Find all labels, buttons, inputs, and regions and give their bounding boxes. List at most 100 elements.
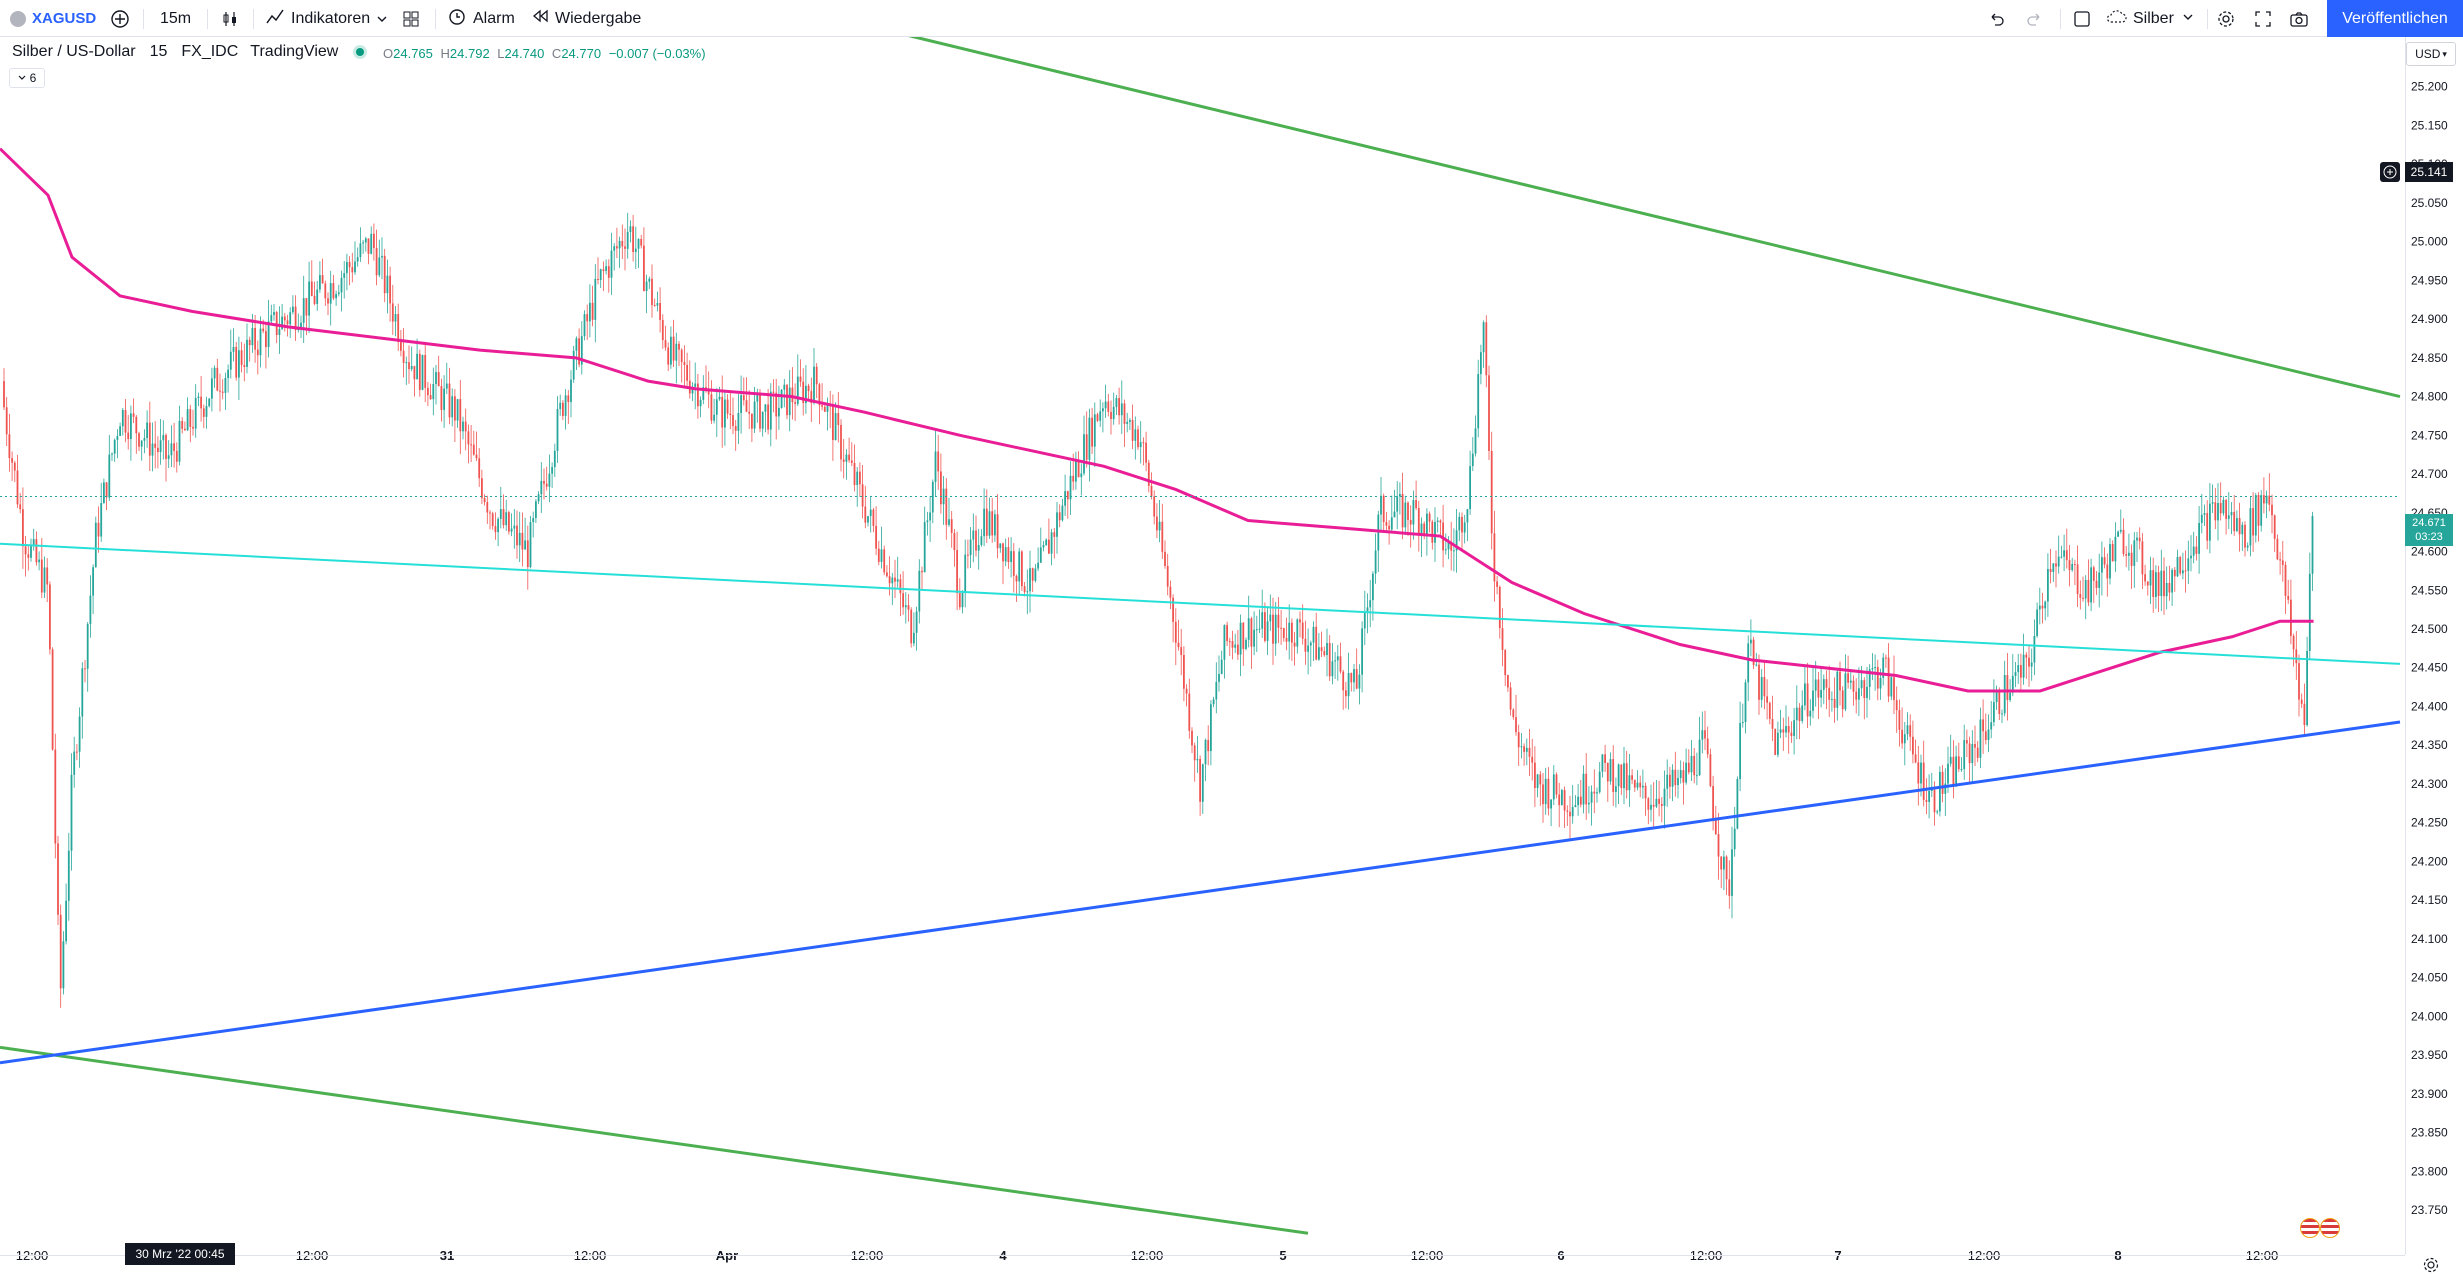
candle-body [1498, 586, 1501, 629]
candle-body [683, 362, 686, 365]
price-tick-label: 24.150 [2411, 893, 2448, 907]
candle-body [1061, 505, 1064, 521]
alert-label: Alarm [473, 9, 515, 27]
redo-icon[interactable] [2026, 0, 2044, 37]
candle-body [124, 410, 127, 433]
alert-button[interactable]: Alarm [447, 0, 515, 37]
candle-body [1615, 786, 1617, 793]
candle-body [964, 554, 967, 594]
candle-body [1247, 618, 1250, 640]
candle-body [205, 406, 208, 417]
trendline-blue[interactable] [0, 720, 2401, 1065]
legend-collapse-button[interactable]: 6 [9, 68, 45, 88]
candle-body [2114, 536, 2117, 562]
candle-body [915, 611, 918, 633]
replay-button[interactable]: Wiedergabe [531, 0, 641, 37]
candle-body [397, 314, 400, 343]
candle-body [2276, 538, 2279, 560]
price-tick-label: 24.350 [2411, 738, 2448, 752]
candle-body [1237, 644, 1239, 655]
candle-body [2298, 663, 2300, 700]
candle-body [2106, 564, 2109, 579]
candle-body [1520, 746, 1523, 748]
candle-body [1139, 442, 1142, 448]
candle-body [813, 366, 815, 404]
crosshair-add-icon[interactable] [2380, 162, 2400, 182]
close-key: C [551, 46, 562, 61]
candle-body [1741, 722, 1744, 724]
candle-body [1768, 702, 1771, 719]
candle-body [570, 379, 572, 402]
candle-body [1782, 729, 1785, 733]
candles-style-icon[interactable] [220, 0, 240, 37]
flags-icon[interactable] [2300, 1216, 2342, 1238]
candle-body [1112, 406, 1115, 420]
chevron-down-icon [18, 75, 26, 80]
ma-line[interactable] [0, 147, 2314, 693]
chart-legend[interactable]: Silber / US-Dollar 15 FX_IDC TradingView [12, 43, 365, 61]
candle-body [1444, 549, 1447, 551]
publish-button[interactable]: Veröffentlichen [2327, 0, 2463, 37]
layout-menu[interactable]: Silber [2105, 0, 2194, 37]
indicators-icon [265, 7, 285, 30]
trendline-green[interactable] [0, 1045, 1309, 1235]
templates-grid-icon[interactable] [402, 0, 420, 37]
candle-body [602, 269, 605, 271]
candle-body [86, 624, 89, 669]
candle-body [427, 387, 429, 396]
candle-body [1763, 677, 1766, 697]
candle-body [902, 593, 904, 608]
fullscreen-square-icon[interactable] [2073, 0, 2091, 37]
candle-body [2087, 579, 2090, 603]
candle-body [1261, 612, 1264, 629]
candle-body [1690, 755, 1693, 773]
candle-body [1350, 673, 1353, 683]
candle-body [251, 327, 254, 346]
trendline-cyan[interactable] [0, 542, 2401, 665]
candle-body [186, 409, 189, 431]
candle-body [815, 366, 818, 385]
undo-icon[interactable] [1987, 0, 2005, 37]
candle-body [1002, 543, 1004, 562]
candle-body [1431, 521, 1434, 543]
candle-body [675, 343, 678, 361]
candle-body [2130, 552, 2133, 566]
candle-body [732, 414, 734, 427]
candle-body [2238, 518, 2241, 535]
candle-body [991, 511, 994, 536]
trendline-green[interactable] [863, 23, 2401, 399]
candle-body [680, 349, 683, 363]
candle-body [2128, 552, 2130, 556]
candle-body [586, 314, 589, 322]
candle-body [656, 303, 659, 306]
candle-body [950, 519, 953, 533]
candle-body [1015, 575, 1018, 582]
candle-body [2060, 556, 2063, 558]
candle-body [2146, 581, 2149, 586]
indicators-button[interactable]: Indikatoren [265, 0, 370, 37]
symbol-search[interactable]: XAGUSD [10, 0, 96, 37]
candle-body [1517, 732, 1520, 748]
chevron-down-icon[interactable] [376, 0, 388, 37]
candle-body [332, 283, 335, 299]
candle-body [826, 403, 829, 412]
settings-gear-icon[interactable] [2216, 0, 2236, 37]
candle-body [1115, 398, 1118, 407]
candle-body [362, 242, 364, 244]
interval-button[interactable]: 15m [160, 0, 191, 37]
compare-add-icon[interactable] [110, 0, 130, 37]
candle-body [167, 455, 170, 459]
candle-body [996, 514, 999, 549]
fullscreen-icon[interactable] [2254, 0, 2272, 37]
candle-body [1901, 729, 1903, 744]
candle-body [413, 366, 416, 380]
candle-body [146, 422, 148, 439]
candle-body [1147, 462, 1150, 486]
currency-selector[interactable]: USD ▾ [2406, 42, 2456, 66]
camera-icon[interactable] [2289, 0, 2309, 37]
candle-body [76, 751, 78, 753]
candle-body [2281, 560, 2284, 565]
axis-settings-gear-icon[interactable] [2422, 1256, 2440, 1274]
candle-body [2284, 564, 2287, 596]
